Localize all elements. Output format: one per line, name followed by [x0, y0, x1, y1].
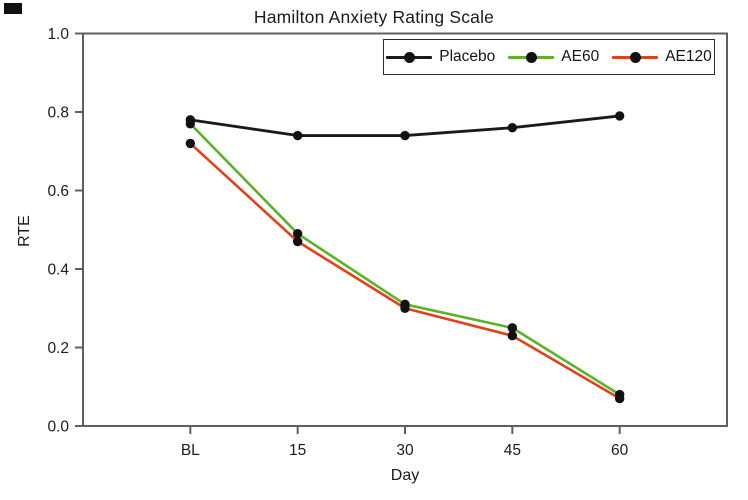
data-point-ae120-BL — [185, 138, 196, 149]
legend-entry-ae60: AE60 — [508, 48, 612, 66]
y-tick-label: 0.0 — [47, 419, 69, 436]
y-tick-label: 0.2 — [47, 340, 69, 357]
y-tick-label: 0.6 — [47, 183, 69, 200]
data-point-placebo-15 — [292, 130, 303, 141]
chart-title: Hamilton Anxiety Rating Scale — [253, 7, 495, 27]
x-tick-label: BL — [181, 442, 200, 459]
x-tick-label: 60 — [611, 442, 629, 459]
plot-border — [82, 32, 728, 427]
data-point-ae60-15 — [292, 228, 303, 239]
data-point-placebo-30 — [400, 130, 410, 141]
data-point-ae120-45 — [507, 331, 518, 341]
series-line-ae120 — [189, 142, 621, 400]
x-tick-label: 30 — [396, 442, 414, 459]
data-point-ae60-45 — [507, 323, 518, 333]
legend-label-ae120: AE120 — [665, 48, 712, 65]
legend-box: Placebo AE60 AE120 — [383, 39, 715, 75]
y-axis-title: RTE — [16, 215, 33, 247]
legend-line-ae120 — [612, 51, 659, 63]
x-axis-title: Day — [390, 467, 420, 484]
legend-label-placebo: Placebo — [439, 48, 496, 65]
data-point-ae120-15 — [292, 236, 303, 247]
x-tick-label: 45 — [504, 442, 521, 459]
x-tick-label: 15 — [289, 442, 306, 459]
legend-line-ae60 — [508, 51, 555, 63]
legend-entry-placebo: Placebo — [386, 48, 508, 66]
y-tick-label: 0.4 — [47, 262, 69, 279]
legend-entry-ae120: AE120 — [612, 48, 712, 66]
legend-line-placebo — [386, 51, 433, 63]
y-tick-label: 0.8 — [47, 105, 69, 122]
data-point-ae60-BL — [185, 119, 196, 129]
data-point-ae120-60 — [614, 393, 625, 404]
data-point-placebo-60 — [614, 111, 625, 121]
data-point-placebo-45 — [507, 123, 518, 133]
y-tick-label: 1.0 — [47, 26, 69, 43]
black-rectangle-artifact — [4, 3, 22, 14]
legend-label-ae60: AE60 — [561, 48, 600, 65]
legend-marker-dot — [525, 51, 537, 63]
data-point-ae120-30 — [400, 303, 410, 313]
legend-marker-dot — [403, 51, 415, 63]
legend-marker-dot — [629, 51, 641, 63]
series-line-ae60 — [189, 122, 621, 396]
